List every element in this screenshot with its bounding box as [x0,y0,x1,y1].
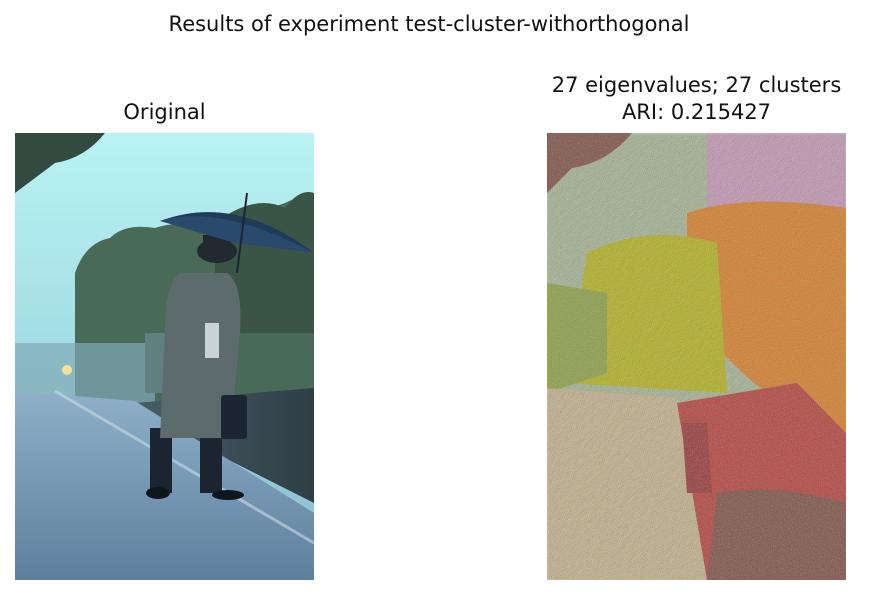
original-panel-title: Original [123,100,206,124]
original-photo [15,133,314,580]
cluster-label-map [547,133,846,580]
cluster-panel-title-line2: ARI: 0.215427 [621,100,772,124]
cluster-panel-title-line1: 27 eigenvalues; 27 clusters [551,73,842,97]
figure-title: Results of experiment test-cluster-witho… [168,12,690,36]
